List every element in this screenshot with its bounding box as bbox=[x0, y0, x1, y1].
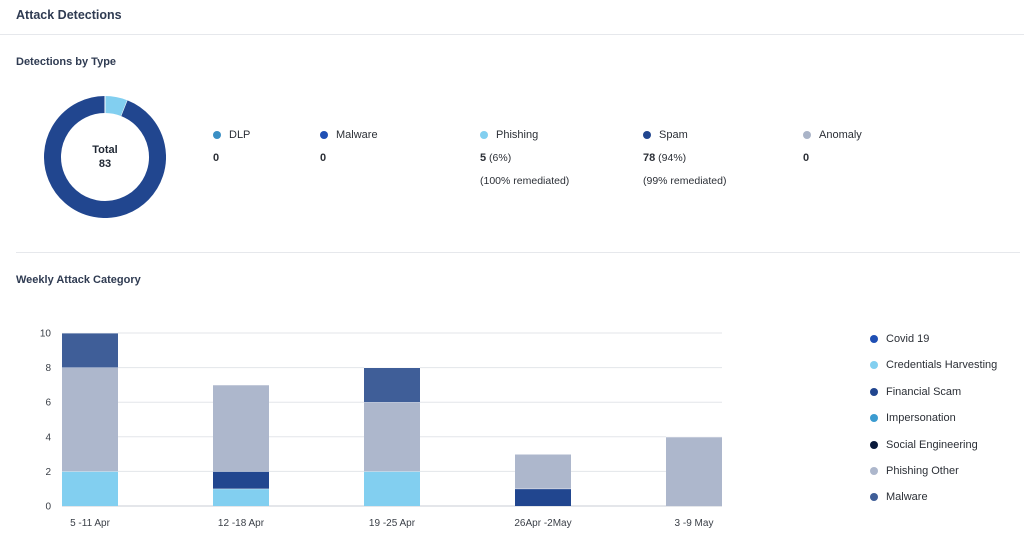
stat-pct: (94%) bbox=[655, 152, 687, 164]
legend-item-phishing-other[interactable]: Phishing Other bbox=[870, 464, 997, 478]
category-legend: Covid 19 Credentials Harvesting Financia… bbox=[870, 332, 997, 517]
stat-name: Malware bbox=[336, 129, 378, 141]
stat-spam[interactable]: Spam 78 (94%) (99% remediated) bbox=[643, 128, 726, 189]
stat-count: 78 bbox=[643, 152, 656, 164]
y-tick-label: 0 bbox=[45, 502, 51, 513]
stat-remediated bbox=[213, 175, 250, 189]
y-tick-label: 6 bbox=[45, 398, 51, 409]
spam-dot-icon bbox=[643, 131, 651, 139]
stat-count: 0 bbox=[213, 152, 220, 164]
stat-phishing[interactable]: Phishing 5 (6%) (100% remediated) bbox=[480, 128, 569, 189]
malware-dot-icon bbox=[870, 493, 878, 502]
weekly-section-title: Weekly Attack Category bbox=[16, 274, 141, 286]
stat-name: Anomaly bbox=[819, 129, 862, 141]
legend-label: Covid 19 bbox=[886, 333, 930, 345]
legend-item-social-engineering[interactable]: Social Engineering bbox=[870, 438, 997, 452]
stat-remediated: (100% remediated) bbox=[480, 175, 570, 187]
legend-item-financial-scam[interactable]: Financial Scam bbox=[870, 385, 997, 399]
y-tick-label: 10 bbox=[40, 329, 52, 340]
donut-slice-spam[interactable] bbox=[44, 96, 166, 218]
financial-scam-dot-icon bbox=[870, 387, 878, 396]
bar-19-25-apr-credentials-harvesting[interactable] bbox=[364, 471, 420, 506]
bar-19-25-apr-malware[interactable] bbox=[364, 367, 420, 403]
detections-section-title: Detections by Type bbox=[16, 56, 117, 68]
stat-malware[interactable]: Malware 0 bbox=[320, 128, 378, 189]
legend-label: Financial Scam bbox=[886, 385, 962, 398]
anomaly-dot-icon bbox=[803, 131, 811, 139]
legend-label: Phishing Other bbox=[886, 464, 959, 477]
donut-total-value: 83 bbox=[98, 158, 112, 170]
bar-5-11-apr-credentials-harvesting[interactable] bbox=[62, 471, 118, 506]
bar-26apr-2may-financial-scam[interactable] bbox=[515, 488, 571, 506]
bar-19-25-apr-phishing-other[interactable] bbox=[364, 402, 420, 472]
stat-count: 5 bbox=[480, 152, 487, 164]
credentials-harvesting-dot-icon bbox=[870, 361, 878, 370]
x-tick-label: 12 -18 Apr bbox=[218, 518, 265, 529]
legend-item-impersonation[interactable]: Impersonation bbox=[870, 411, 997, 425]
stat-name: Phishing bbox=[496, 129, 539, 141]
stat-remediated bbox=[803, 175, 862, 189]
stat-dlp[interactable]: DLP 0 bbox=[213, 128, 250, 189]
page-title: Attack Detections bbox=[16, 8, 122, 22]
bar-26apr-2may-phishing-other[interactable] bbox=[515, 454, 571, 489]
donut-total-label: Total bbox=[92, 144, 118, 156]
stat-count: 0 bbox=[803, 152, 810, 164]
weekly-bar-chart: 0 2 4 6 8 10 5 -11 Apr 12 -18 Apr 19 -25 Apr 26A… bbox=[40, 329, 722, 529]
dlp-dot-icon bbox=[213, 131, 221, 139]
legend-label: Social Engineering bbox=[886, 438, 978, 451]
legend-item-malware[interactable]: Malware bbox=[870, 490, 997, 504]
x-tick-label: 5 -11 Apr bbox=[70, 518, 111, 529]
stat-pct: (6%) bbox=[486, 152, 512, 164]
y-tick-label: 2 bbox=[45, 467, 51, 478]
legend-item-covid-19[interactable]: Covid 19 bbox=[870, 332, 997, 346]
bar-12-18-apr-phishing-other[interactable] bbox=[213, 384, 269, 472]
legend-label: Impersonation bbox=[886, 412, 956, 425]
phishing-dot-icon bbox=[480, 131, 488, 139]
bar-12-18-apr-credentials-harvesting[interactable] bbox=[213, 488, 269, 506]
phishing-other-dot-icon bbox=[870, 466, 878, 475]
y-tick-label: 8 bbox=[45, 363, 51, 374]
covid-19-dot-icon bbox=[870, 335, 878, 343]
stat-remediated: (99% remediated) bbox=[643, 175, 727, 187]
legend-label: Malware bbox=[886, 491, 928, 504]
y-tick-label: 4 bbox=[45, 432, 51, 443]
bar-3-9-may-phishing-other[interactable] bbox=[666, 436, 722, 506]
header-divider bbox=[0, 34, 1024, 35]
malware-dot-icon bbox=[320, 131, 328, 139]
section-divider bbox=[16, 252, 1020, 253]
x-tick-label: 19 -25 Apr bbox=[369, 518, 416, 529]
legend-item-credentials-harvesting[interactable]: Credentials Harvesting bbox=[870, 358, 997, 372]
stat-anomaly[interactable]: Anomaly 0 bbox=[803, 128, 862, 189]
stat-name: DLP bbox=[229, 129, 251, 141]
detections-donut-chart bbox=[44, 96, 166, 218]
stat-count: 0 bbox=[320, 152, 327, 164]
social-engineering-dot-icon bbox=[870, 440, 878, 449]
bar-5-11-apr-malware[interactable] bbox=[62, 333, 118, 368]
donut-center: Total 83 bbox=[44, 96, 166, 218]
bar-12-18-apr-financial-scam[interactable] bbox=[213, 471, 269, 489]
legend-label: Credentials Harvesting bbox=[886, 359, 998, 372]
x-tick-label: 26Apr -2May bbox=[514, 518, 571, 529]
stat-remediated bbox=[320, 175, 378, 189]
bar-5-11-apr-phishing-other[interactable] bbox=[62, 367, 118, 472]
stat-name: Spam bbox=[659, 129, 688, 141]
impersonation-dot-icon bbox=[870, 414, 878, 423]
x-tick-label: 3 -9 May bbox=[675, 518, 714, 529]
